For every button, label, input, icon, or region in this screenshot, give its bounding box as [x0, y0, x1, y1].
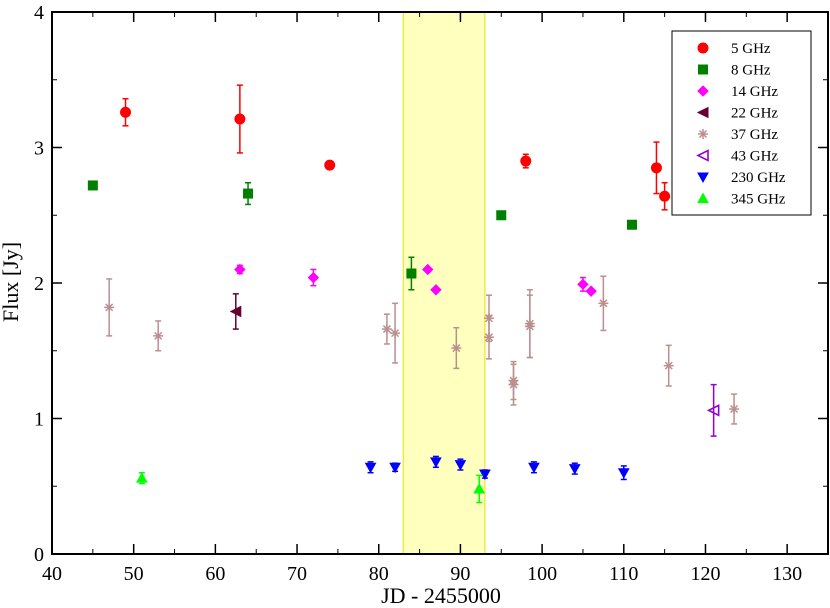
- x-tick-label: 60: [205, 563, 225, 585]
- legend-marker: [698, 129, 708, 139]
- data-point: [430, 457, 442, 468]
- series-8-ghz: [87, 180, 637, 291]
- data-point: [234, 113, 246, 125]
- x-tick-label: 90: [450, 563, 470, 585]
- legend-item-14-ghz: 14 GHz: [697, 84, 778, 100]
- legend-item-37-ghz: 37 GHz: [698, 127, 778, 143]
- data-point: [568, 464, 581, 475]
- data-point: [87, 180, 98, 191]
- legend-item-8-ghz: 8 GHz: [698, 63, 771, 79]
- data-point: [663, 360, 674, 371]
- data-point: [104, 302, 115, 313]
- data-point: [307, 271, 320, 284]
- data-point: [650, 162, 662, 174]
- series-22-ghz: [229, 293, 242, 330]
- data-point: [508, 379, 519, 390]
- tick-layer: 40 50 60 70 80 90 100 110 120 130 0 1 2 3 4: [34, 2, 828, 585]
- series-14-ghz: [234, 263, 597, 297]
- data-point: [473, 482, 486, 494]
- data-point: [520, 155, 532, 167]
- y-tick-label: 4: [34, 2, 44, 24]
- data-point: [524, 321, 535, 332]
- legend-marker: [697, 172, 709, 184]
- data-point: [234, 263, 246, 276]
- legend-item-230-ghz: 230 GHz: [697, 170, 786, 186]
- x-tick-label: 130: [772, 563, 802, 585]
- y-tick-label: 3: [34, 138, 44, 160]
- data-point: [659, 190, 671, 202]
- x-tick-label: 70: [287, 563, 307, 585]
- series-43-ghz: [706, 383, 720, 437]
- data-point: [528, 462, 540, 474]
- legend-marker: [697, 85, 709, 97]
- legend-box: [671, 30, 812, 216]
- series-345-ghz: [136, 471, 486, 504]
- shaded-region: [402, 11, 486, 555]
- data-point: [243, 188, 254, 199]
- legend-label: 230 GHz: [731, 170, 786, 186]
- shaded-region-layer: [402, 11, 486, 555]
- legend-label: 43 GHz: [731, 149, 778, 165]
- data-point: [422, 263, 434, 276]
- data-point: [451, 343, 462, 354]
- legend-marker: [696, 149, 709, 162]
- y-axis-title: Flux [Jy]: [0, 242, 23, 322]
- legend-marker: [697, 192, 709, 203]
- y-tick-label: 0: [34, 544, 44, 566]
- legend-label: 14 GHz: [731, 84, 778, 100]
- legend-item-22-ghz: 22 GHz: [696, 106, 778, 122]
- data-point: [324, 159, 336, 171]
- series-5-ghz: [120, 84, 671, 211]
- data-point: [479, 469, 491, 481]
- x-axis-title: JD - 2455000: [381, 583, 501, 608]
- data-point: [430, 284, 442, 296]
- data-point: [585, 285, 597, 297]
- data-point: [229, 305, 242, 318]
- legend-item-5-ghz: 5 GHz: [697, 41, 771, 57]
- legend-item-43-ghz: 43 GHz: [696, 149, 778, 165]
- data-point: [706, 404, 720, 417]
- data-point: [484, 332, 495, 343]
- data-point: [390, 328, 401, 339]
- legend-label: 5 GHz: [731, 41, 771, 57]
- legend-marker: [696, 106, 709, 119]
- data-point: [454, 460, 467, 471]
- legend-label: 22 GHz: [731, 106, 778, 122]
- legend-label: 37 GHz: [731, 127, 778, 143]
- legend-marker: [697, 42, 709, 54]
- y-tick-label: 1: [34, 409, 44, 431]
- data-point: [381, 324, 392, 335]
- x-tick-label: 120: [690, 563, 720, 585]
- x-tick-label: 50: [124, 563, 144, 585]
- legend: 5 GHz 8 GHz 14 GHz 22 GHz 37 GHz 43 GHz 230 GH…: [671, 30, 812, 216]
- data-point: [406, 268, 417, 279]
- data-point: [389, 462, 401, 474]
- legend-item-345-ghz: 345 GHz: [697, 192, 786, 208]
- data-point: [120, 106, 132, 118]
- data-point: [153, 330, 164, 341]
- series-230-ghz: [364, 455, 630, 481]
- data-point: [729, 404, 740, 415]
- data-point: [364, 462, 377, 474]
- series-37-ghz: [104, 275, 740, 425]
- x-tick-label: 100: [527, 563, 557, 585]
- legend-marker: [698, 64, 708, 75]
- data-point: [598, 298, 609, 309]
- legend-label: 345 GHz: [731, 192, 786, 208]
- data-point: [577, 278, 589, 291]
- data-point: [496, 210, 507, 221]
- data-point: [626, 219, 637, 230]
- x-tick-label: 110: [609, 563, 638, 585]
- x-tick-label: 80: [369, 563, 389, 585]
- data-point: [617, 468, 630, 479]
- legend-label: 8 GHz: [731, 63, 771, 79]
- series-layer: [87, 84, 740, 504]
- x-tick-label: 40: [42, 563, 62, 585]
- data-point: [136, 472, 148, 483]
- y-tick-label: 2: [34, 273, 44, 295]
